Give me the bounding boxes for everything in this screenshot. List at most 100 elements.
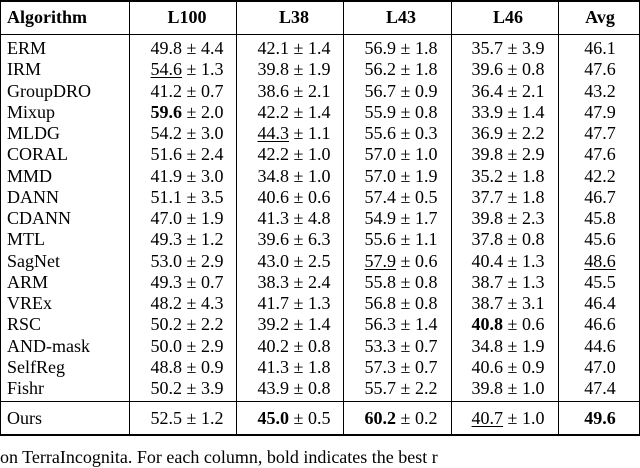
cell-l100: 50.0 ± 2.9 [140, 336, 234, 357]
plus-minus-sign: ± [289, 38, 308, 58]
cell-mean: 55.9 [364, 102, 397, 122]
table-row: IRM 54.6 ± 1.3 39.8 ± 1.9 56.2 ± 1.8 39.6 ± … [0, 59, 640, 80]
cell-l43: 57.9 ± 0.6 [353, 251, 449, 272]
cell-mean: 55.6 [364, 229, 397, 249]
cell-l100: 48.2 ± 4.3 [140, 293, 234, 314]
cell-avg: 42.2 [584, 166, 616, 186]
cell-mean: 43.9 [257, 378, 290, 398]
cell-mean: 38.7 [471, 272, 504, 292]
cell-l38: 42.2 ± 1.0 [246, 144, 342, 165]
algorithm-name: CORAL [7, 144, 69, 164]
plus-minus-sign: ± [289, 102, 308, 122]
cell-l38: 38.6 ± 2.1 [246, 81, 342, 102]
plus-minus-sign: ± [289, 314, 308, 334]
table-row: GroupDRO 41.2 ± 0.7 38.6 ± 2.1 56.7 ± 0.9 36… [0, 81, 640, 102]
plus-minus-sign: ± [182, 229, 201, 249]
cell-std: 1.4 [307, 102, 331, 122]
cell-l46: 40.4 ± 1.3 [460, 251, 556, 272]
cell-mean: 37.8 [471, 229, 504, 249]
algorithm-name: DANN [7, 187, 59, 207]
plus-minus-sign: ± [396, 357, 415, 377]
cell-std: 0.8 [521, 59, 545, 79]
cell-std: 1.1 [414, 229, 438, 249]
header-algorithm: Algorithm [7, 7, 87, 27]
table-row: MTL 49.3 ± 1.2 39.6 ± 6.3 55.6 ± 1.1 37.8 ± … [0, 229, 640, 250]
cell-l38: 40.2 ± 0.8 [246, 336, 342, 357]
plus-minus-sign: ± [289, 357, 308, 377]
plus-minus-sign: ± [503, 81, 522, 101]
cell-mean: 39.8 [471, 378, 504, 398]
cell-mean: 38.7 [471, 293, 504, 313]
cell-l46: 38.7 ± 1.3 [460, 272, 556, 293]
cell-std: 1.0 [521, 408, 545, 428]
cell-std: 0.6 [521, 314, 545, 334]
cell-std: 0.8 [414, 102, 438, 122]
cell-mean: 39.2 [257, 314, 290, 334]
table-row: VREx 48.2 ± 4.3 41.7 ± 1.3 56.8 ± 0.8 38.7 ±… [0, 293, 640, 314]
algorithm-name: Fishr [7, 378, 45, 398]
algorithm-name: AND-mask [7, 336, 90, 356]
cell-mean: 40.2 [257, 336, 290, 356]
cell-mean: 57.9 [364, 251, 397, 271]
cell-l100: 48.8 ± 0.9 [140, 357, 234, 378]
table-row: MMD 41.9 ± 3.0 34.8 ± 1.0 57.0 ± 1.9 35.2 ± … [0, 166, 640, 187]
plus-minus-sign: ± [396, 408, 415, 428]
plus-minus-sign: ± [289, 272, 308, 292]
cell-mean: 59.6 [150, 102, 183, 122]
cell-l43: 56.8 ± 0.8 [353, 293, 449, 314]
cell-avg: 47.6 [584, 59, 616, 79]
cell-avg: 47.4 [584, 378, 616, 398]
algorithm-name: ARM [7, 272, 49, 292]
cell-l38: 43.9 ± 0.8 [246, 378, 342, 399]
cell-std: 2.4 [200, 144, 224, 164]
algorithm-name: Ours [7, 408, 42, 428]
cell-l43: 57.3 ± 0.7 [353, 357, 449, 378]
cell-mean: 55.8 [364, 272, 397, 292]
plus-minus-sign: ± [396, 166, 415, 186]
algorithm-name: GroupDRO [7, 81, 91, 101]
cell-mean: 40.4 [471, 251, 504, 271]
cell-l46: 39.6 ± 0.8 [460, 59, 556, 80]
cell-l38: 44.3 ± 1.1 [246, 123, 342, 144]
cell-avg: 45.6 [584, 229, 616, 249]
cell-mean: 51.6 [150, 144, 183, 164]
table-row: DANN 51.1 ± 3.5 40.6 ± 0.6 57.4 ± 0.5 37.7 ±… [0, 187, 640, 208]
cell-l46: 38.7 ± 3.1 [460, 293, 556, 314]
cell-l43: 55.8 ± 0.8 [353, 272, 449, 293]
cell-l38: 40.6 ± 0.6 [246, 187, 342, 208]
plus-minus-sign: ± [182, 314, 201, 334]
header-rule [1, 34, 639, 35]
cell-l43: 57.0 ± 1.9 [353, 166, 449, 187]
cell-std: 2.4 [307, 272, 331, 292]
cell-l43: 54.9 ± 1.7 [353, 208, 449, 229]
cell-std: 6.3 [307, 229, 331, 249]
plus-minus-sign: ± [503, 229, 522, 249]
cell-l100: 54.6 ± 1.3 [140, 59, 234, 80]
cell-l100: 49.3 ± 1.2 [140, 229, 234, 250]
cell-std: 1.3 [307, 293, 331, 313]
cell-l38: 39.6 ± 6.3 [246, 229, 342, 250]
cell-l38: 42.2 ± 1.4 [246, 102, 342, 123]
algorithm-name: RSC [7, 314, 42, 334]
plus-minus-sign: ± [503, 59, 522, 79]
plus-minus-sign: ± [289, 208, 308, 228]
cell-std: 4.3 [200, 293, 224, 313]
cell-avg: 47.7 [584, 123, 616, 143]
cell-mean: 39.8 [471, 208, 504, 228]
table-row: Mixup 59.6 ± 2.0 42.2 ± 1.4 55.9 ± 0.8 33.9 … [0, 102, 640, 123]
cell-std: 1.7 [414, 208, 438, 228]
cell-std: 1.9 [414, 166, 438, 186]
left-border [0, 0, 1, 436]
plus-minus-sign: ± [182, 272, 201, 292]
cell-avg: 49.6 [584, 408, 616, 428]
cell-std: 0.7 [200, 272, 224, 292]
plus-minus-sign: ± [289, 123, 308, 143]
plus-minus-sign: ± [289, 144, 308, 164]
cell-l43: 53.3 ± 0.7 [353, 336, 449, 357]
cell-l100: 59.6 ± 2.0 [140, 102, 234, 123]
plus-minus-sign: ± [503, 408, 522, 428]
cell-l38: 39.2 ± 1.4 [246, 314, 342, 335]
algorithm-name: SelfReg [7, 357, 65, 377]
plus-minus-sign: ± [396, 314, 415, 334]
cell-l46: 40.7 ± 1.0 [460, 408, 556, 429]
